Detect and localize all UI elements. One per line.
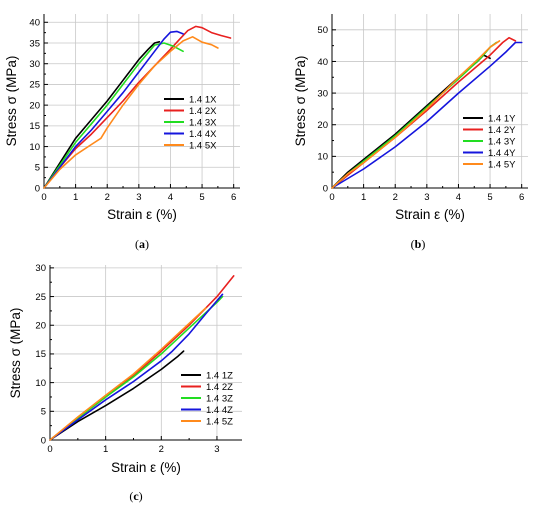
panel-label: (b) [411, 237, 426, 251]
x-tick-label: 0 [329, 192, 334, 203]
y-axis-label: Stress σ (MPa) [4, 56, 19, 147]
legend-label: 1.4 3Y [488, 136, 516, 147]
series-line [49, 293, 224, 441]
legend-label: 1.4 4Y [488, 148, 516, 159]
series-line [43, 40, 161, 189]
y-tick-label: 20 [317, 120, 328, 131]
y-axis-label: Stress σ (MPa) [8, 308, 23, 399]
chart-panel-a: 0 1 2 3 4 5 6 0 5 10 15 20 25 30 35 40 Strain ε (%) Stres… [4, 14, 240, 251]
legend-label: 1.4 1X [189, 94, 217, 105]
y-tick-label: 5 [41, 407, 46, 418]
x-tick-label: 0 [41, 192, 46, 203]
y-tick-label: 15 [35, 349, 46, 360]
series-line [49, 307, 207, 441]
legend-label: 1.4 1Z [206, 370, 233, 381]
y-tick-label: 0 [41, 435, 46, 446]
y-tick-label: 40 [317, 57, 328, 68]
legend-label: 1.4 2Y [488, 125, 516, 136]
y-tick-label: 15 [29, 121, 40, 132]
panel-label: (a) [135, 237, 149, 251]
y-tick-label: 20 [29, 100, 40, 111]
x-tick-label: 5 [487, 192, 492, 203]
legend-label: 1.4 5X [189, 140, 217, 151]
x-tick-label: 2 [105, 192, 110, 203]
legend-label: 1.4 4X [189, 129, 217, 140]
legend-label: 1.4 5Y [488, 159, 516, 170]
series-line [43, 30, 184, 189]
y-axis-label: Stress σ (MPa) [293, 56, 308, 147]
y-tick-label: 0 [323, 183, 328, 194]
x-tick-label: 4 [456, 192, 461, 203]
series-line [43, 42, 184, 189]
series-line [331, 41, 523, 189]
legend: 1.4 1X1.4 2X1.4 3X1.4 4X1.4 5X [164, 94, 217, 151]
legend-label: 1.4 2Z [206, 382, 233, 393]
legend-label: 1.4 5Z [206, 416, 233, 427]
x-axis-label: Strain ε (%) [395, 207, 465, 222]
legend-label: 1.4 3Z [206, 393, 233, 404]
x-tick-label: 1 [73, 192, 78, 203]
panel-label: (c) [129, 489, 142, 503]
y-tick-label: 35 [29, 38, 40, 49]
y-tick-label: 30 [29, 59, 40, 70]
x-tick-label: 1 [103, 444, 108, 455]
y-tick-label: 40 [29, 18, 40, 29]
x-tick-label: 4 [168, 192, 173, 203]
x-tick-label: 2 [159, 444, 164, 455]
x-tick-label: 3 [136, 192, 141, 203]
x-tick-label: 3 [424, 192, 429, 203]
legend-label: 1.4 2X [189, 106, 217, 117]
y-tick-label: 50 [317, 25, 328, 36]
y-tick-label: 25 [29, 80, 40, 91]
x-tick-label: 6 [519, 192, 524, 203]
x-tick-label: 3 [214, 444, 219, 455]
y-tick-label: 0 [35, 183, 40, 194]
series-line [49, 350, 185, 441]
x-tick-label: 5 [199, 192, 204, 203]
legend: 1.4 1Z1.4 2Z1.4 3Z1.4 4Z1.4 5Z [181, 370, 233, 427]
y-tick-label: 10 [317, 152, 328, 163]
y-tick-label: 5 [35, 163, 40, 174]
x-tick-label: 2 [393, 192, 398, 203]
x-tick-label: 6 [231, 192, 236, 203]
series-line [43, 35, 219, 189]
x-tick-label: 1 [361, 192, 366, 203]
y-tick-label: 30 [35, 263, 46, 274]
legend-label: 1.4 4Z [206, 405, 233, 416]
legend: 1.4 1Y1.4 2Y1.4 3Y1.4 4Y1.4 5Y [463, 113, 516, 170]
legend-label: 1.4 1Y [488, 113, 516, 124]
y-tick-label: 30 [317, 88, 328, 99]
x-tick-label: 0 [47, 444, 52, 455]
y-tick-label: 10 [29, 142, 40, 153]
y-tick-label: 25 [35, 292, 46, 303]
x-axis-label: Strain ε (%) [107, 207, 177, 222]
legend-label: 1.4 3X [189, 117, 217, 128]
y-tick-label: 20 [35, 321, 46, 332]
series-line [331, 40, 501, 189]
y-tick-label: 10 [35, 378, 46, 389]
x-axis-label: Strain ε (%) [111, 460, 181, 475]
chart-panel-b: 0 1 2 3 4 5 6 0 10 20 30 40 50 Strain ε (%) Stress σ (… [293, 14, 528, 251]
